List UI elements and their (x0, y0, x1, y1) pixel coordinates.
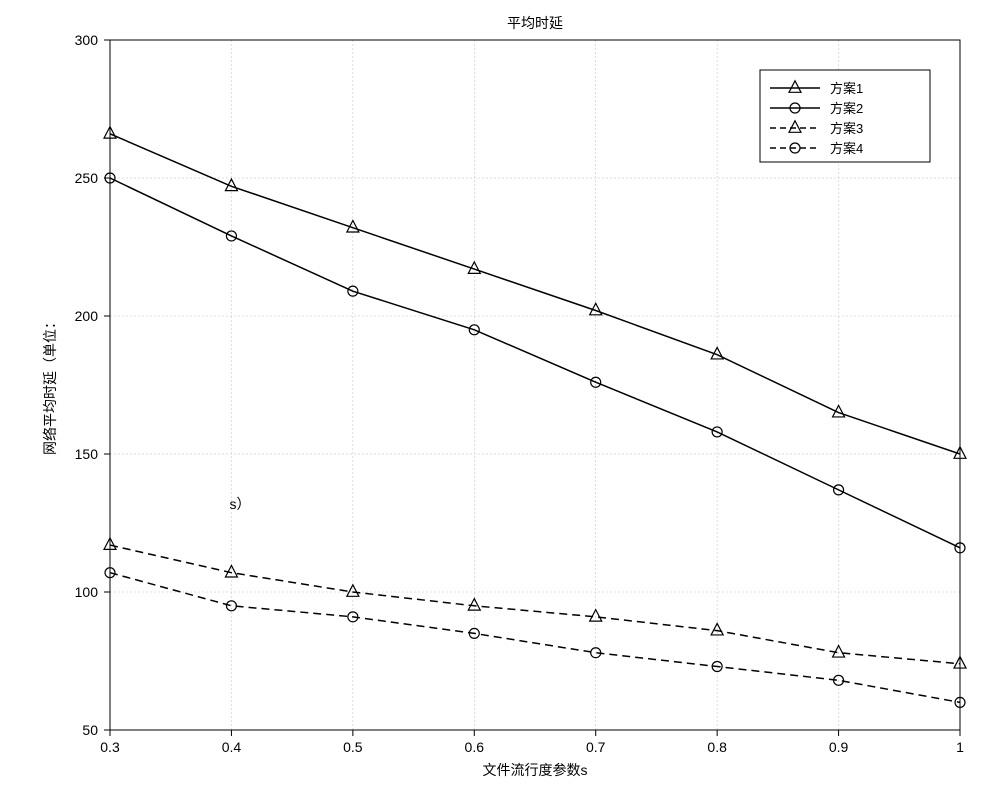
legend-item-label: 方案3 (830, 121, 863, 136)
y-tick-label: 150 (75, 446, 99, 462)
x-tick-label: 0.6 (465, 739, 485, 755)
y-tick-label: 300 (75, 32, 99, 48)
chart-title: 平均时延 (507, 15, 563, 31)
line-chart: 0.30.40.50.60.70.80.9150100150200250300文… (0, 0, 1000, 805)
y-axis-label-suffix: s） (230, 496, 251, 512)
x-tick-label: 1 (956, 739, 964, 755)
legend: 方案1 方案2 方案3 方案4 (760, 70, 930, 162)
x-tick-label: 0.5 (343, 739, 363, 755)
x-axis-label: 文件流行度参数s (483, 762, 588, 778)
x-tick-label: 0.9 (829, 739, 849, 755)
x-tick-label: 0.3 (100, 739, 120, 755)
chart-container: 0.30.40.50.60.70.80.9150100150200250300文… (0, 0, 1000, 805)
y-tick-label: 50 (82, 722, 98, 738)
legend-item-label: 方案2 (830, 101, 863, 116)
y-tick-label: 200 (75, 308, 99, 324)
y-tick-label: 100 (75, 584, 99, 600)
legend-item-label: 方案4 (830, 141, 863, 156)
y-axis-label: 网络平均时延（单位： (42, 315, 58, 455)
legend-item-label: 方案1 (830, 81, 863, 96)
y-tick-label: 250 (75, 170, 99, 186)
x-tick-label: 0.8 (707, 739, 727, 755)
x-tick-label: 0.7 (586, 739, 606, 755)
x-tick-label: 0.4 (222, 739, 242, 755)
